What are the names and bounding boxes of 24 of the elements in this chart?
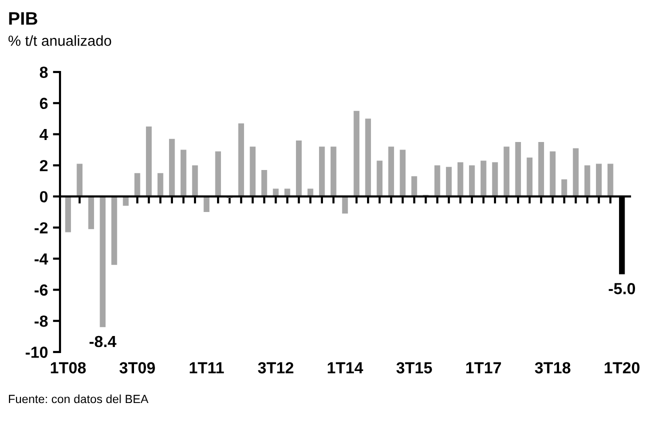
x-tick-label: 3T12 <box>258 362 294 374</box>
data-label: -8.4 <box>90 336 116 348</box>
x-tick-label: 1T20 <box>604 362 640 374</box>
x-tick-label: 1T08 <box>50 362 86 374</box>
y-tick-label: 8 <box>40 66 48 78</box>
y-tick-label: -10 <box>26 346 48 358</box>
chart-subtitle: % t/t anualizado <box>8 35 112 46</box>
data-label: -5.0 <box>608 282 636 294</box>
y-tick-label: 2 <box>40 160 48 172</box>
x-tick-label: 1T11 <box>190 362 224 374</box>
x-tick-label: 3T18 <box>534 362 570 374</box>
x-tick-label: 3T15 <box>396 362 432 374</box>
y-tick-label: -4 <box>34 253 48 264</box>
y-tick-label: -2 <box>34 222 48 234</box>
x-tick-label: 3T09 <box>119 362 155 374</box>
source-note: Fuente: con datos del BEA <box>8 394 148 404</box>
y-tick-label: -6 <box>34 284 48 296</box>
x-tick-label: 1T14 <box>328 362 364 374</box>
chart-title: PIB <box>9 12 38 25</box>
y-tick-label: 4 <box>40 129 48 140</box>
y-tick-label: -8 <box>34 316 48 327</box>
y-tick-label: 0 <box>40 191 48 202</box>
x-tick-label: 1T17 <box>466 362 501 374</box>
y-tick-label: 6 <box>40 98 48 110</box>
